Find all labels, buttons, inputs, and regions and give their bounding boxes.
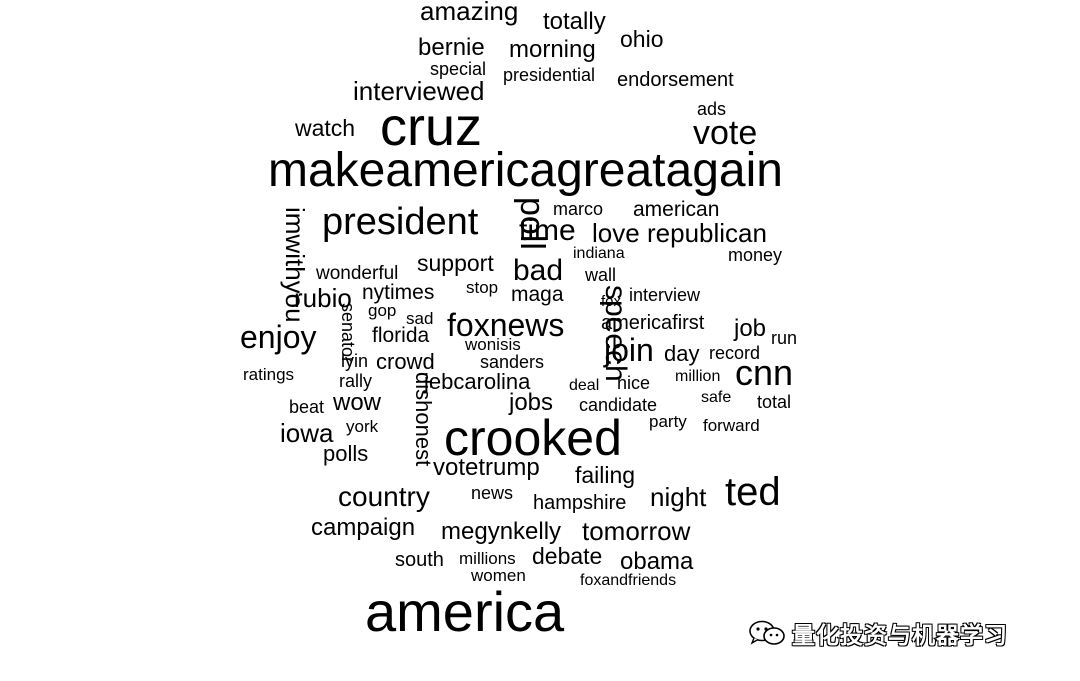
word-ratings: ratings <box>243 365 295 384</box>
watermark-text: 量化投资与机器学习 <box>792 623 1008 649</box>
word-wow: wow <box>333 389 382 416</box>
word-nytimes: nytimes <box>362 281 435 304</box>
word-lyin: lyin <box>341 351 369 371</box>
word-ted: ted <box>725 470 781 514</box>
word-vote: vote <box>693 114 758 152</box>
word-millions: millions <box>459 549 516 568</box>
word-florida: florida <box>372 324 430 347</box>
word-president: president <box>322 201 479 243</box>
word-party: party <box>649 412 687 431</box>
word-makeamericagreatagain: makeamericagreatagain <box>268 144 783 197</box>
word-american: american <box>633 198 720 221</box>
word-polls: polls <box>323 441 369 466</box>
word-crooked: crooked <box>444 410 622 466</box>
word-marco: marco <box>553 199 604 219</box>
word-dishonest: dishonest <box>411 372 436 467</box>
word-nice: nice <box>617 373 651 393</box>
word-bad: bad <box>513 254 564 287</box>
word-money: money <box>728 245 783 265</box>
word-ads: ads <box>697 99 727 119</box>
word-votetrump: votetrump <box>433 454 540 481</box>
word-presidential: presidential <box>503 65 596 85</box>
word-crowd: crowd <box>376 349 435 374</box>
word-indiana: indiana <box>573 245 625 262</box>
word-record: record <box>709 343 761 363</box>
word-love: love <box>592 218 640 248</box>
word-totally: totally <box>543 8 606 35</box>
word-fox: fox <box>601 293 622 310</box>
word-wall: wall <box>585 265 617 285</box>
word-million: million <box>675 368 721 385</box>
word-tomorrow: tomorrow <box>582 516 691 546</box>
word-bernie: bernie <box>418 34 485 61</box>
word-night: night <box>650 482 707 512</box>
word-iowa: iowa <box>280 418 334 448</box>
word-campaign: campaign <box>311 514 416 541</box>
word-time: time <box>519 214 576 247</box>
word-support: support <box>417 250 494 276</box>
wechat-icon <box>749 620 785 645</box>
word-americafirst: americafirst <box>601 312 705 334</box>
watermark: 量化投资与机器学习 <box>748 618 1008 649</box>
word-ohio: ohio <box>620 26 664 52</box>
word-sad: sad <box>406 309 434 328</box>
word-interviewed: interviewed <box>353 76 485 106</box>
word-amazing: amazing <box>420 0 519 26</box>
word-republican: republican <box>647 218 767 248</box>
word-rally: rally <box>339 371 373 391</box>
word-jobs: jobs <box>509 389 554 416</box>
word-maga: maga <box>511 283 564 306</box>
word-deal: deal <box>569 377 600 394</box>
word-forward: forward <box>703 416 760 435</box>
word-sanders: sanders <box>480 352 545 372</box>
word-beat: beat <box>289 397 325 417</box>
word-failing: failing <box>575 462 636 488</box>
word-enjoy: enjoy <box>240 319 317 355</box>
word-endorsement: endorsement <box>617 69 734 91</box>
word-debate: debate <box>532 543 603 569</box>
word-wonisis: wonisis <box>465 335 521 354</box>
word-cruz: cruz <box>380 97 483 157</box>
word-foxandfriends: foxandfriends <box>580 572 677 589</box>
word-women: women <box>471 566 526 585</box>
word-obama: obama <box>620 548 694 575</box>
word-stop: stop <box>466 278 499 297</box>
word-news: news <box>471 483 514 503</box>
word-south: south <box>395 549 444 571</box>
word-jebcarolina: jebcarolina <box>424 369 531 394</box>
word-york: york <box>346 417 379 436</box>
word-morning: morning <box>509 36 596 63</box>
word-foxnews: foxnews <box>447 307 565 343</box>
word-special: special <box>430 59 487 79</box>
word-day: day <box>664 341 700 366</box>
word-interview: interview <box>629 285 701 305</box>
word-wonderful: wonderful <box>316 263 399 284</box>
word-hampshire: hampshire <box>533 492 627 514</box>
word-job: job <box>734 315 767 342</box>
word-join: join <box>604 332 654 368</box>
word-megynkelly: megynkelly <box>441 518 562 545</box>
word-total: total <box>757 392 792 412</box>
word-candidate: candidate <box>579 395 658 415</box>
word-watch: watch <box>295 115 356 141</box>
word-gop: gop <box>368 301 397 320</box>
word-cnn: cnn <box>735 352 794 393</box>
word-country: country <box>338 481 430 512</box>
word-rubio: rubio <box>294 283 352 313</box>
word-safe: safe <box>701 389 732 406</box>
word-run: run <box>771 328 798 348</box>
word-america: america <box>365 580 565 643</box>
